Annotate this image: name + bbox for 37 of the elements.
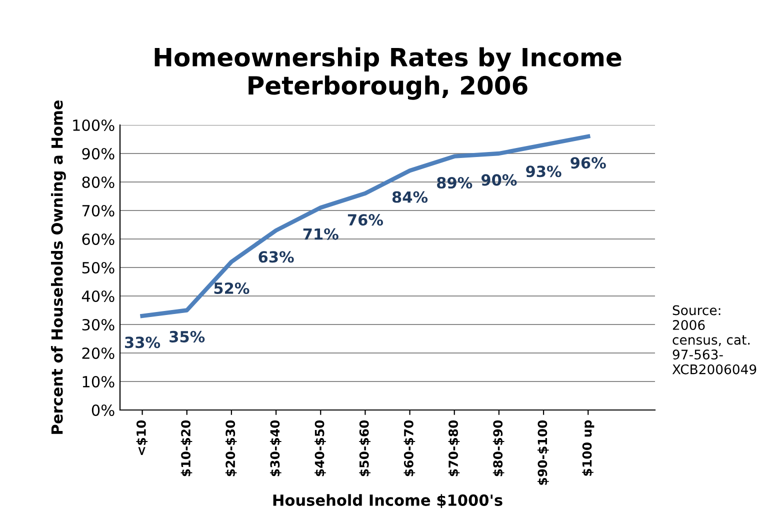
y-tick-label: 70% <box>82 204 114 217</box>
data-label: 76% <box>348 214 384 226</box>
x-axis-title: Household Income $1000's <box>273 494 502 508</box>
data-label: 84% <box>392 191 428 203</box>
y-tick-label: 90% <box>82 148 114 160</box>
x-tick-label: $40-$50 <box>314 420 326 476</box>
x-tick-label: $100 up <box>582 420 594 476</box>
y-tick-label: 30% <box>82 318 114 331</box>
data-label: 35% <box>170 330 205 342</box>
x-tick-label: $20-$30 <box>225 420 237 476</box>
y-tick-label: 60% <box>82 233 114 246</box>
data-label: 33% <box>125 336 160 348</box>
x-tick-label: $50-$60 <box>359 420 370 476</box>
y-tick-label: 40% <box>82 290 114 302</box>
x-tick-label: $60-$70 <box>404 420 416 476</box>
y-tick-label: 80% <box>82 176 114 188</box>
x-tick-label: <$10 <box>136 420 148 455</box>
y-tick-label: 0% <box>92 404 114 416</box>
x-tick-label: $70-$80 <box>448 420 460 476</box>
y-tick-label: 10% <box>82 376 114 388</box>
chart-title: Homeownership Rates by Income Peterborough, 2006 <box>154 47 622 100</box>
data-label: 52% <box>214 282 250 294</box>
data-label: 89% <box>437 177 472 189</box>
y-tick-label: 100% <box>73 119 114 132</box>
data-label: 90% <box>481 174 517 186</box>
x-tick-label: $10-$20 <box>180 420 192 476</box>
data-label: 71% <box>303 228 338 240</box>
x-tick-label: $90-$100 <box>537 420 549 485</box>
y-tick-label: 20% <box>82 347 114 360</box>
data-label: 93% <box>526 166 562 178</box>
data-label: 63% <box>258 251 294 263</box>
data-label: 96% <box>570 157 606 169</box>
x-tick-label: $80-$90 <box>492 420 504 476</box>
source-note: Source: 2006 census, cat. 97-563- XCB2006049 <box>672 305 756 374</box>
y-tick-label: 50% <box>82 262 114 274</box>
x-tick-label: $30-$40 <box>270 420 282 476</box>
y-axis-title: Percent of Households Owning a Home <box>51 100 66 434</box>
